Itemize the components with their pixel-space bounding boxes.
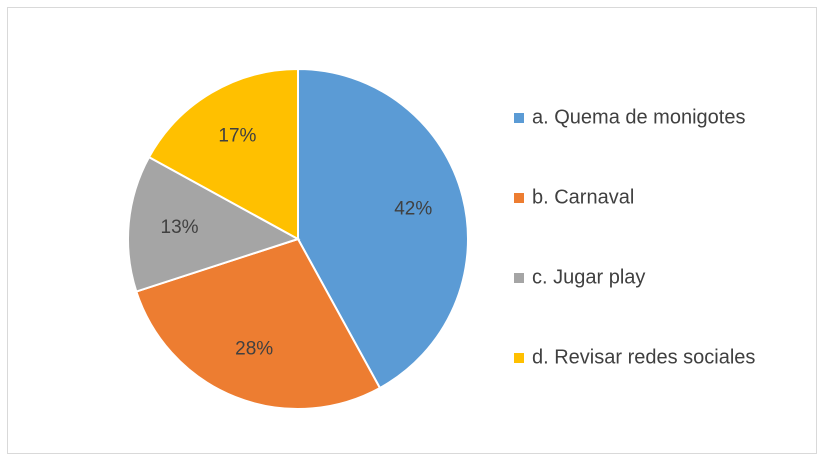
legend-label: d. Revisar redes sociales <box>532 346 755 368</box>
legend-swatch <box>514 193 524 203</box>
data-label: 42% <box>394 198 432 219</box>
legend-swatch <box>514 113 524 123</box>
data-label: 13% <box>161 217 199 238</box>
data-label: 28% <box>235 339 273 360</box>
pie-slice <box>297 67 469 390</box>
data-label: 17% <box>218 126 256 147</box>
pie-slice <box>135 237 382 410</box>
pie-slice <box>147 67 299 241</box>
pie-slice <box>127 155 301 293</box>
legend-swatch <box>514 353 524 363</box>
legend-swatch <box>514 273 524 283</box>
legend-label: a. Quema de monigotes <box>532 106 745 128</box>
legend-label: c. Jugar play <box>532 266 645 288</box>
legend-label: b. Carnaval <box>532 186 634 208</box>
